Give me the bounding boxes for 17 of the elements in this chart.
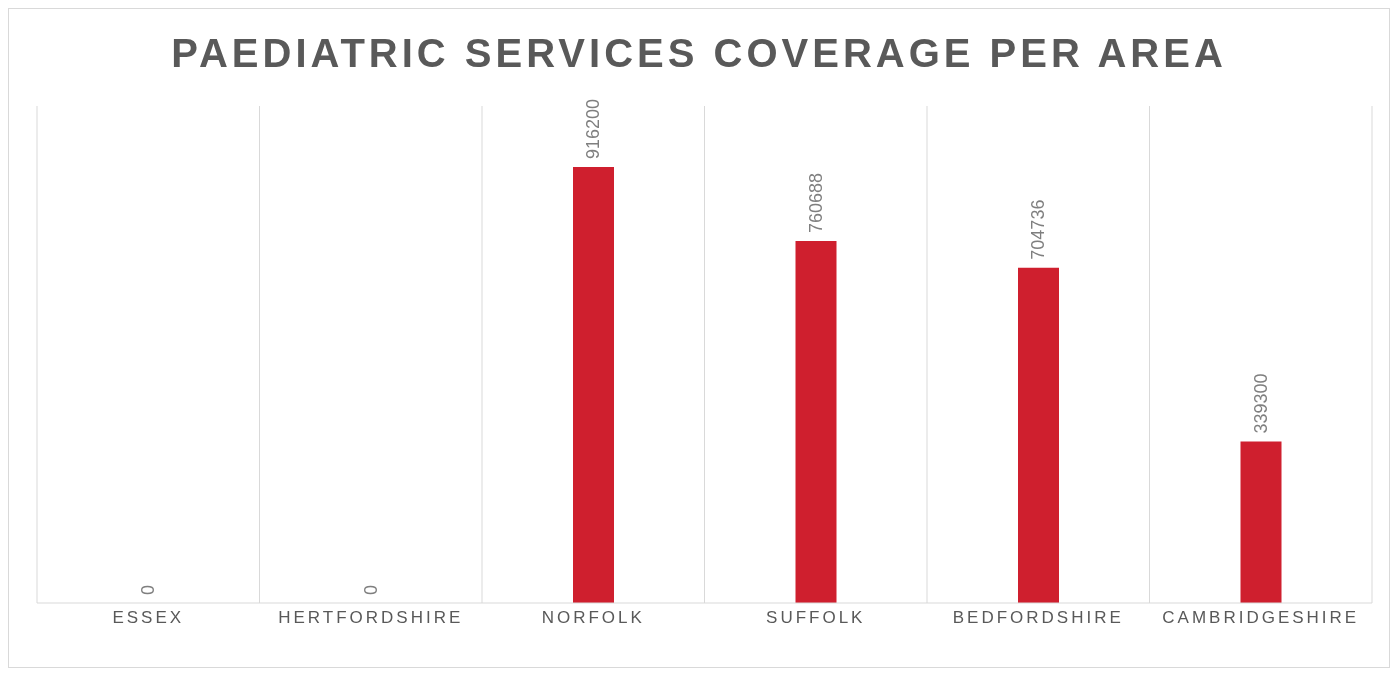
x-tick-label: HERTFORDSHIRE	[278, 608, 464, 628]
data-label: 704736	[1028, 199, 1049, 260]
x-tick-label: BEDFORDSHIRE	[952, 608, 1124, 628]
bar	[795, 241, 837, 603]
data-label: 760688	[805, 172, 826, 234]
x-tick-label: SUFFOLK	[766, 608, 866, 628]
x-tick-label: CAMBRIDGESHIRE	[1162, 608, 1360, 628]
data-label: 0	[138, 584, 159, 595]
bar	[1018, 267, 1059, 603]
data-label: 0	[360, 584, 381, 595]
chart-title: PAEDIATRIC SERVICES COVERAGE PER AREA	[170, 31, 1228, 76]
data-label: 339300	[1250, 373, 1271, 434]
data-label: 916200	[583, 98, 604, 160]
bar	[1240, 441, 1282, 603]
bar	[573, 167, 614, 603]
x-tick-label: NORFOLK	[541, 608, 645, 628]
x-tick-label: ESSEX	[112, 608, 185, 628]
